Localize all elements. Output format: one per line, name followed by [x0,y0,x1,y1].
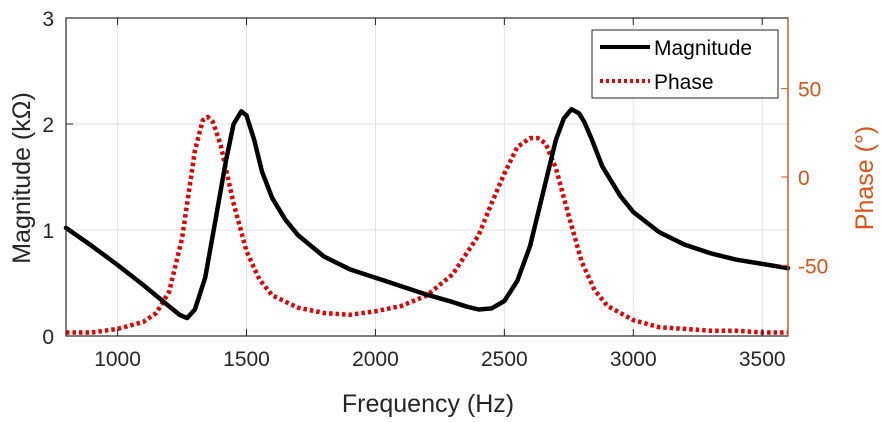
legend: Magnitude Phase [591,29,779,99]
series-line-magnitude [63,106,791,321]
legend-magnitude-label: Magnitude [654,37,752,60]
x-tick-label: 2500 [481,348,528,371]
x-tick-label: 2000 [352,348,399,371]
legend-box [591,29,779,99]
legend-phase-label: Phase [654,71,714,94]
y-right-tick-label: 50 [798,79,821,102]
y-axis-label-left: Magnitude (kΩ) [8,92,36,264]
y-left-tick-label: 0 [42,326,54,349]
y-left-tick-label: 1 [42,220,54,243]
series-line-phase [66,114,788,335]
y-left-tick-label: 3 [42,8,54,31]
y-axis-label-right: Phase (°) [851,126,879,230]
x-axis-label: Frequency (Hz) [342,390,514,418]
y-right-tick-label: 0 [798,167,810,190]
x-tick-label: 1000 [94,348,141,371]
x-tick-label: 1500 [223,348,270,371]
series-layer [63,106,791,335]
ticks: 1000 1500 2000 2500 3000 3500 0 1 2 3 -50 0 50 [42,8,828,371]
x-tick-label: 3000 [610,348,657,371]
y-right-tick-label: -50 [798,255,828,278]
y-left-tick-label: 2 [42,114,54,137]
x-tick-label: 3500 [739,348,786,371]
